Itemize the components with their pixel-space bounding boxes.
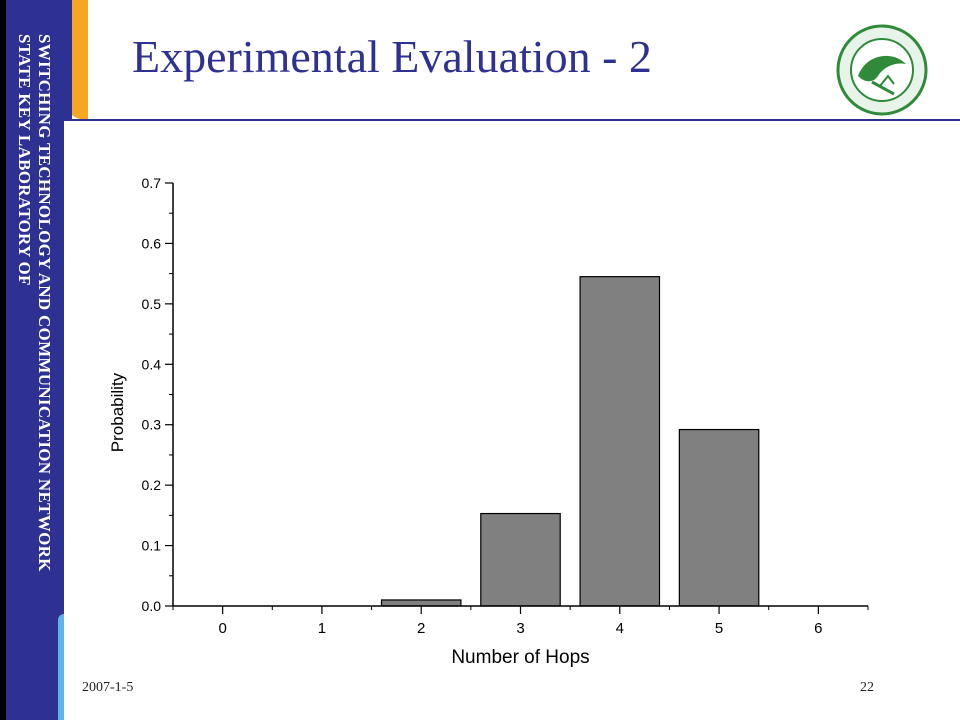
title-divider: [64, 119, 960, 121]
x-tick-label: 4: [616, 620, 624, 637]
page-number: 22: [860, 680, 874, 695]
y-tick-label: 0.6: [142, 235, 162, 251]
bar-series: [380, 276, 760, 607]
y-axis-label: Probability: [108, 372, 127, 452]
y-tick-label: 0.3: [142, 417, 162, 433]
bar-hops-3: [480, 512, 561, 607]
sidebar-line-1: SWITCHING TECHNOLOGY AND COMMUNICATION N…: [35, 34, 54, 572]
y-tick-label: 0.5: [142, 296, 162, 312]
x-tick-label: 0: [218, 620, 226, 637]
y-axis-ticks: 0.0 0.1 0.2 0.3 0.4 0.5 0.6 0.7: [142, 175, 173, 614]
sidebar-line-2: STATE KEY LABORATORY OF: [15, 34, 34, 286]
x-tick-label: 3: [516, 620, 524, 637]
sidebar-lab-name: SWITCHING TECHNOLOGY AND COMMUNICATION N…: [4, 34, 54, 694]
hops-probability-chart: 0.0 0.1 0.2 0.3 0.4 0.5 0.6 0.7 0 1 2 3 4 5 6 Number …: [108, 175, 869, 668]
header-tab-inner: [64, 0, 72, 120]
footer-date: 2007-1-5: [82, 680, 134, 695]
x-tick-label: 6: [814, 620, 822, 637]
sidebar-edge: [0, 0, 6, 720]
y-tick-label: 0.7: [142, 175, 162, 191]
bar-hops-4: [579, 276, 661, 607]
x-axis-label: Number of Hops: [451, 647, 589, 668]
x-tick-label: 5: [715, 620, 723, 637]
bar-hops-2: [380, 599, 462, 607]
bar-hops-5: [678, 428, 760, 607]
y-tick-label: 0.4: [142, 356, 162, 372]
y-tick-label: 0.2: [142, 477, 162, 493]
x-tick-label: 1: [318, 620, 326, 637]
y-tick-label: 0.1: [142, 538, 162, 554]
left-sidebar: [0, 0, 64, 720]
x-axis-ticks: 0 1 2 3 4 5 6: [172, 606, 869, 637]
y-tick-label: 0.0: [142, 598, 162, 614]
sidebar-accent: [58, 614, 64, 720]
x-tick-label: 2: [417, 620, 425, 637]
slide-title: Experimental Evaluation - 2: [132, 31, 652, 82]
university-seal-icon: [836, 24, 928, 116]
